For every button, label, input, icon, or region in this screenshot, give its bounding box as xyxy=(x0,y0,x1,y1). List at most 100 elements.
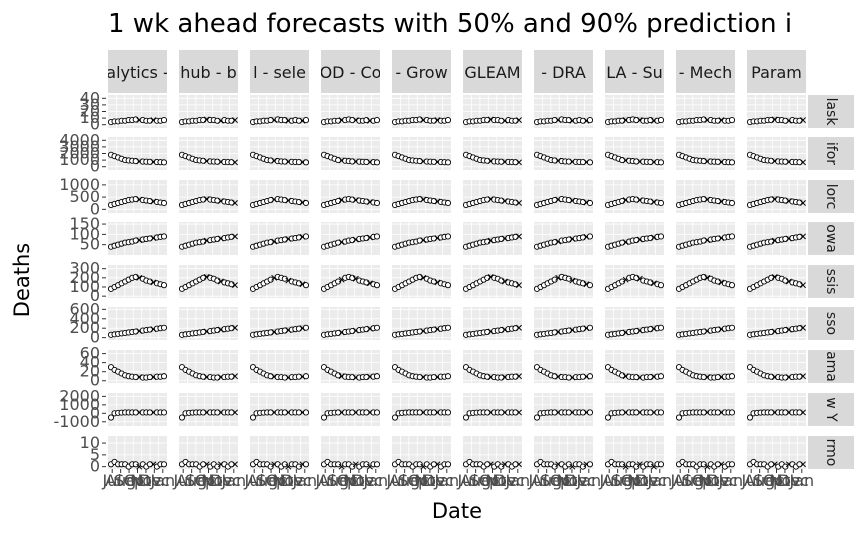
observed-point xyxy=(444,199,452,207)
observed-point xyxy=(228,159,235,166)
y-tick-label: 4000 xyxy=(59,130,100,149)
observed-point xyxy=(363,461,370,468)
observed-point xyxy=(132,409,139,416)
x-tick-label: Jul xyxy=(386,471,406,490)
observed-point xyxy=(700,461,707,468)
x-tick-label: Jul xyxy=(599,471,619,490)
y-tick-label: 150 xyxy=(69,214,100,233)
facet-panel xyxy=(249,265,310,298)
observed-point xyxy=(657,373,665,380)
observed-point xyxy=(373,159,381,166)
x-tick-label: Oct xyxy=(479,471,507,490)
observed-point xyxy=(586,117,594,124)
facet-panel xyxy=(178,95,238,128)
x-tick-label: Sep xyxy=(398,471,428,490)
facet-panel xyxy=(178,137,238,170)
panel-background xyxy=(321,393,380,426)
y-tick-label: 50 xyxy=(80,235,100,254)
y-tick-label: 10 xyxy=(80,433,100,452)
forecast-point xyxy=(232,233,238,240)
row-strip-bg xyxy=(808,307,854,340)
x-tick-label: Sep xyxy=(540,471,570,490)
x-tick-label: Jul xyxy=(102,471,122,490)
observed-point xyxy=(295,280,302,287)
facet-panel xyxy=(746,95,806,128)
observed-point xyxy=(657,409,665,416)
facet-panel xyxy=(604,436,665,470)
x-tick-label: Jul xyxy=(457,471,477,490)
row-strip-bg xyxy=(808,350,854,383)
forecast-point xyxy=(800,282,806,289)
facet-panel xyxy=(604,350,665,383)
facet-panel xyxy=(746,265,806,298)
x-tick-label: Dec xyxy=(139,471,170,490)
observed-point xyxy=(633,158,640,165)
facet-panel xyxy=(320,180,381,213)
observed-point xyxy=(373,117,381,124)
forecast-point xyxy=(516,233,522,240)
observed-point xyxy=(657,282,665,289)
observed-point xyxy=(714,461,721,468)
observed-point xyxy=(444,282,452,289)
observed-point xyxy=(796,159,803,166)
facet-panel xyxy=(746,436,806,470)
row-strip-bg xyxy=(808,436,854,469)
facet-panel xyxy=(746,307,806,340)
forecast-point xyxy=(232,200,238,206)
facet-panel xyxy=(533,436,594,470)
panel-background xyxy=(463,180,522,213)
facet-panel xyxy=(320,307,381,340)
y-tick-label: 600 xyxy=(69,299,100,318)
x-tick-label: Dec xyxy=(707,471,738,490)
y-tick-label: 5 xyxy=(90,445,100,464)
facet-panel xyxy=(604,95,665,128)
row-strip-label: lorc xyxy=(823,184,839,210)
observed-point xyxy=(416,374,423,381)
y-tick-label: 2000 xyxy=(59,144,100,163)
observed-point xyxy=(335,461,342,468)
observed-point xyxy=(302,324,310,331)
y-tick-label: 10 xyxy=(80,108,100,127)
y-tick-label: 1000 xyxy=(59,395,100,414)
chart-title: 1 wk ahead forecasts with 50% and 90% pr… xyxy=(108,9,792,39)
facet-panel xyxy=(533,137,594,170)
observed-point xyxy=(579,280,586,287)
forecast-point xyxy=(800,159,806,166)
facet-panel xyxy=(533,350,594,383)
prediction-band-90 xyxy=(750,459,803,468)
observed-point xyxy=(551,117,558,124)
y-tick-label: 30 xyxy=(80,95,100,114)
facet-panel xyxy=(675,265,736,298)
x-tick-label: Jul xyxy=(528,471,548,490)
x-tick-label: Aug xyxy=(176,471,207,490)
x-tick-label: Jan xyxy=(646,471,672,490)
observed-point xyxy=(714,158,721,165)
row-strip-label: sso xyxy=(823,312,839,335)
observed-point xyxy=(714,278,721,285)
observed-point xyxy=(267,117,274,124)
y-tick-label: 0 xyxy=(90,371,100,390)
observed-point xyxy=(335,372,342,379)
observed-point xyxy=(579,117,586,124)
observed-point xyxy=(462,414,470,421)
observed-point xyxy=(200,461,207,468)
column-strip-bg xyxy=(108,50,167,93)
observed-point xyxy=(363,279,370,286)
observed-point xyxy=(200,409,207,416)
observed-point xyxy=(444,159,452,166)
observed-point xyxy=(249,414,257,421)
observed-point xyxy=(586,461,594,468)
column-strip: hub - b xyxy=(179,50,238,93)
y-tick-label: 1000 xyxy=(59,175,100,194)
x-tick-label: Aug xyxy=(531,471,562,490)
observed-point xyxy=(657,117,665,124)
observed-point xyxy=(796,281,803,288)
y-tick-label: 0 xyxy=(90,199,100,218)
y-tick-label: 2000 xyxy=(59,386,100,405)
observed-point xyxy=(349,409,356,416)
observed-point xyxy=(373,199,381,207)
row-strip: owa xyxy=(808,222,854,255)
y-tick-label: 0 xyxy=(90,157,100,176)
column-strip-label: l - sele xyxy=(253,63,306,82)
column-strip-bg xyxy=(321,50,380,93)
